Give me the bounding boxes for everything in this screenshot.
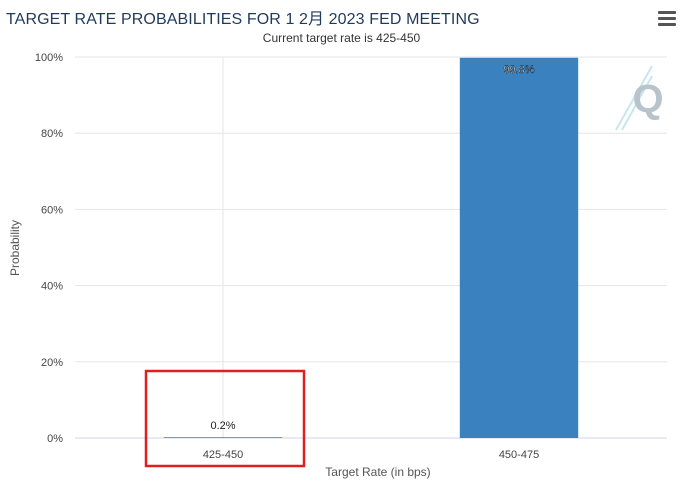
quikstrike-logo-icon: Q [615, 65, 664, 131]
x-tick-label: 425-450 [203, 449, 243, 461]
data-labels: 0.2% 99.8% [210, 64, 535, 433]
y-tick-label: 80% [41, 128, 63, 140]
bar-450-475 [459, 57, 579, 439]
hamburger-menu-icon[interactable] [658, 11, 676, 27]
x-tick-label: 450-475 [499, 449, 539, 461]
bar-425-450 [163, 437, 283, 438]
highlight-annotation-box [144, 369, 306, 468]
y-tick-label: 0% [47, 433, 63, 445]
y-tick-label: 100% [35, 52, 63, 64]
x-axis-label: Target Rate (in bps) [325, 465, 430, 479]
data-label: 0.2% [210, 420, 235, 432]
y-tick-label: 20% [41, 357, 63, 369]
y-tick-label: 40% [41, 281, 63, 293]
chart-subtitle: Current target rate is 425-450 [262, 31, 421, 45]
chart-title: TARGET RATE PROBABILITIES FOR 1 2月 2023 … [6, 11, 480, 28]
y-tick-label: 60% [41, 204, 63, 216]
tick-labels: 0% 20% 40% 60% 80% 100% 425-450 450-475 [35, 52, 539, 461]
bars [163, 57, 579, 439]
y-axis-label: Probability [8, 220, 22, 276]
data-label: 99.8% [503, 64, 534, 76]
watermark-letter: Q [632, 77, 663, 121]
